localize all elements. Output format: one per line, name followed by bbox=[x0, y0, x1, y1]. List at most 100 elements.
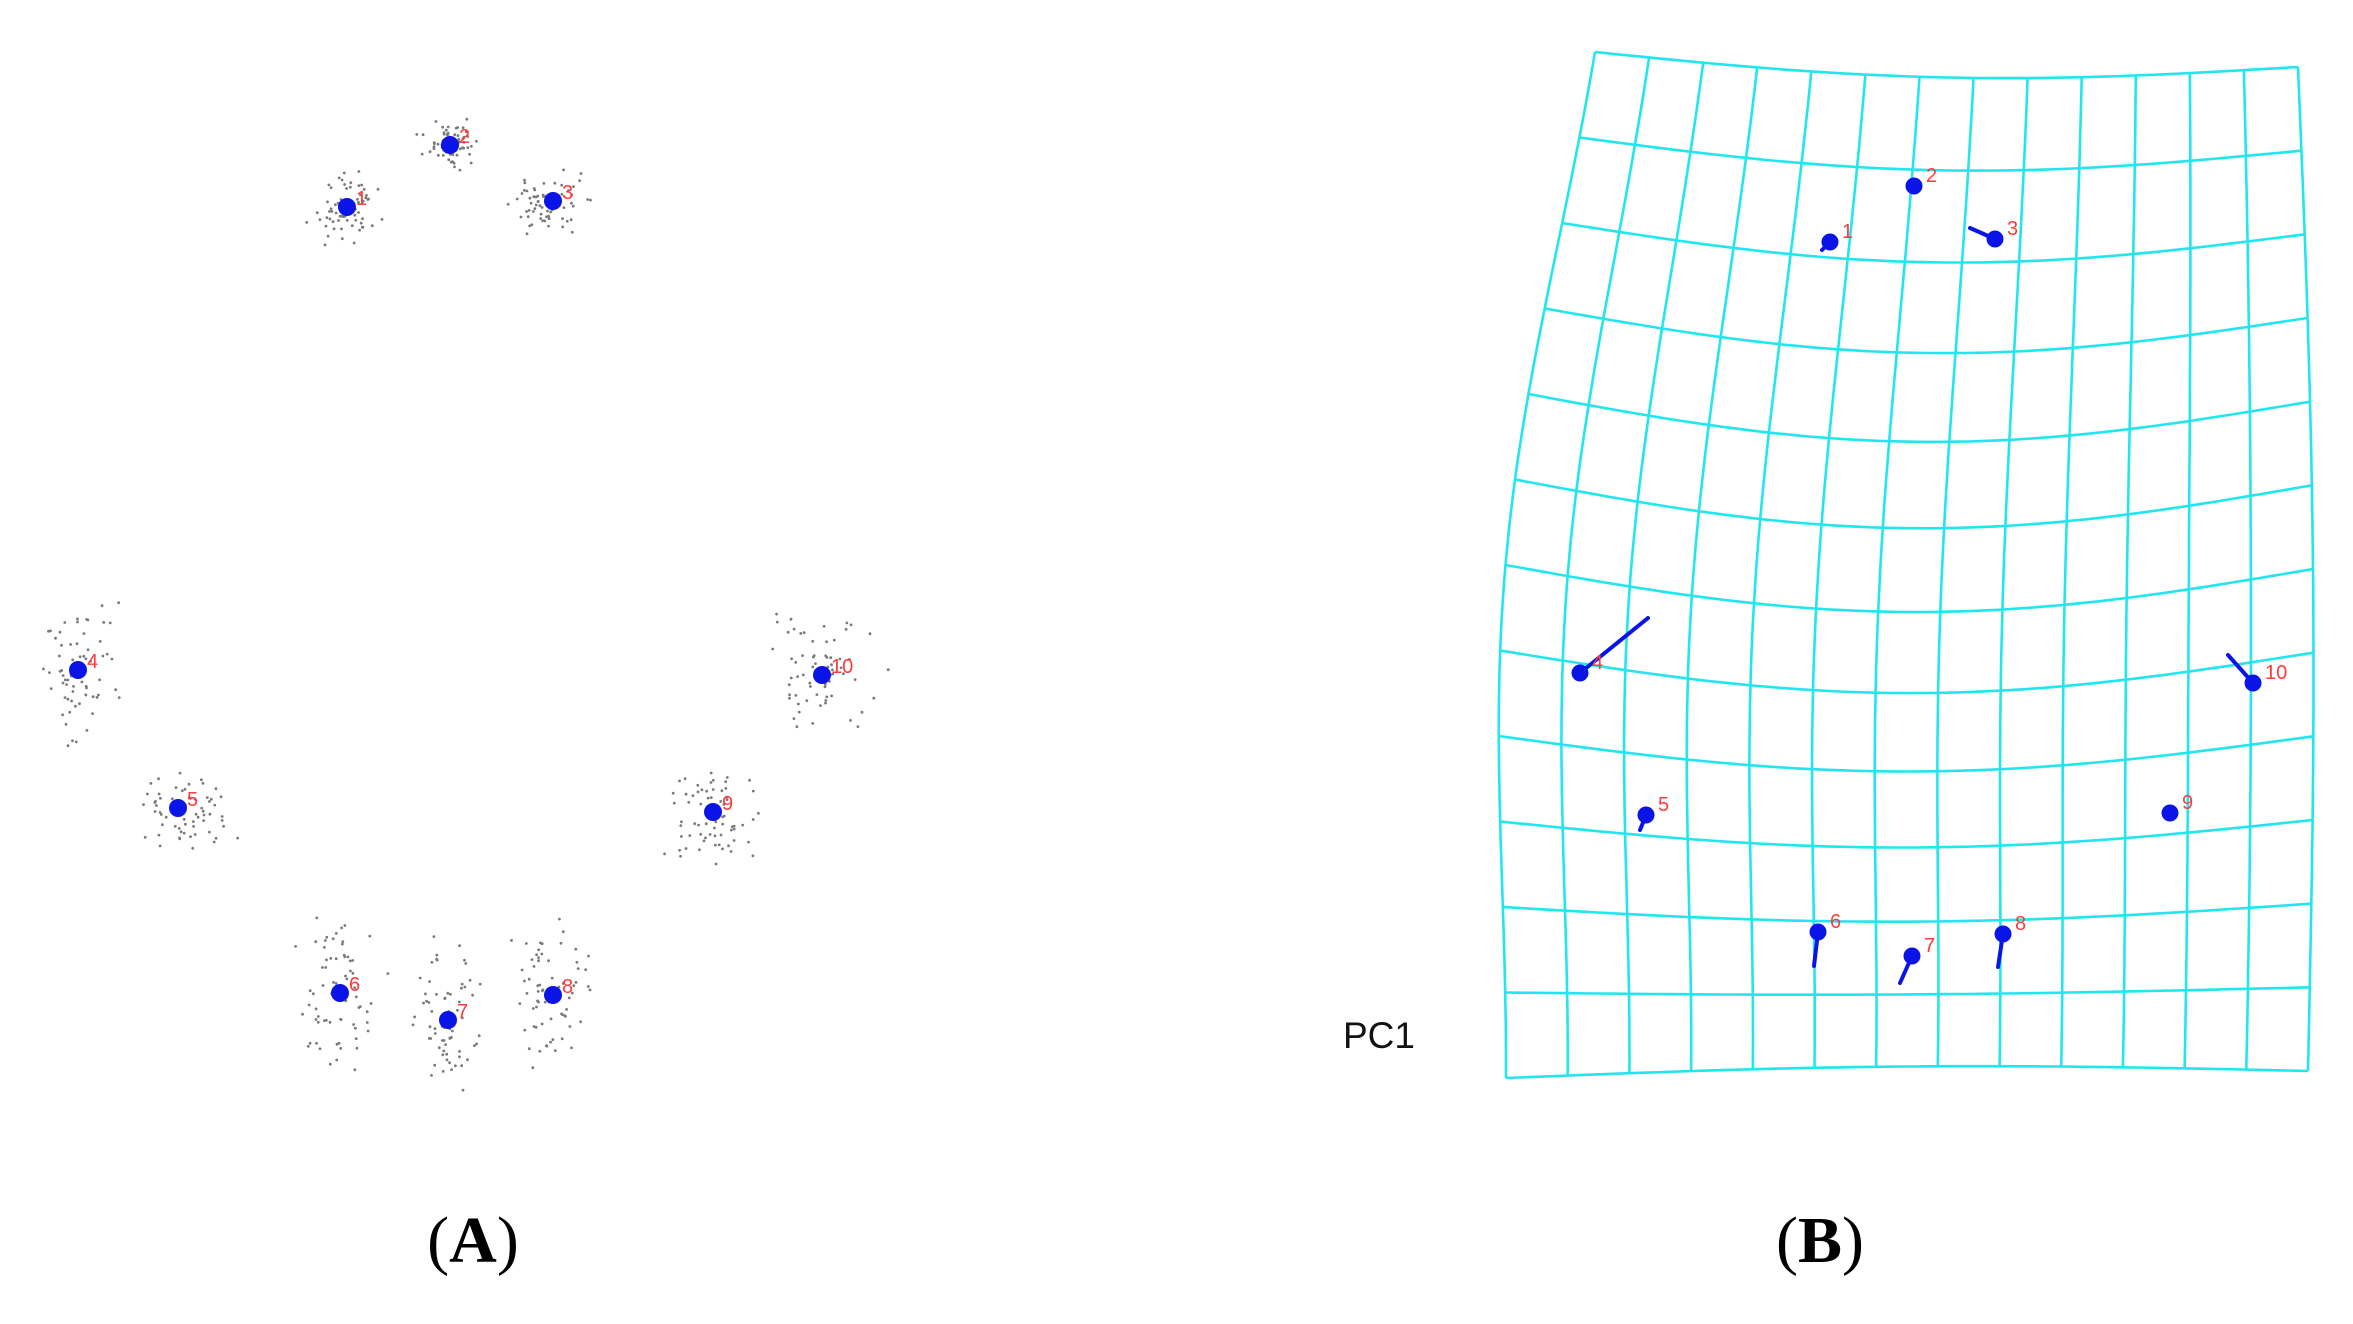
scatter-point bbox=[570, 193, 574, 197]
landmark-dot bbox=[1986, 230, 2004, 248]
scatter-point bbox=[61, 681, 65, 685]
scatter-point bbox=[519, 215, 523, 219]
scatter-point bbox=[551, 1038, 555, 1041]
scatter-point bbox=[458, 1055, 461, 1059]
scatter-point bbox=[348, 959, 352, 963]
scatter-point bbox=[196, 815, 200, 819]
scatter-point bbox=[560, 1037, 564, 1041]
scatter-point bbox=[464, 130, 468, 134]
scatter-point bbox=[757, 811, 760, 815]
landmark-label: 2 bbox=[1926, 165, 1937, 187]
scatter-point bbox=[65, 683, 68, 686]
scatter-point bbox=[54, 636, 57, 640]
scatter-point bbox=[537, 1000, 540, 1004]
scatter-point bbox=[539, 212, 543, 216]
grid-line-vertical bbox=[2059, 77, 2083, 1067]
landmark-label: 9 bbox=[722, 793, 733, 815]
scatter-point bbox=[704, 836, 707, 840]
scatter-point bbox=[326, 200, 329, 204]
scatter-point bbox=[678, 848, 681, 852]
landmark-label: 4 bbox=[87, 651, 98, 673]
scatter-point bbox=[325, 216, 329, 220]
scatter-point bbox=[824, 699, 828, 702]
grid-line-horizontal bbox=[1505, 1064, 2309, 1080]
scatter-point bbox=[724, 787, 728, 790]
scatter-point bbox=[547, 224, 550, 228]
scatter-point bbox=[789, 676, 793, 680]
scatter-point bbox=[110, 657, 114, 661]
scatter-point bbox=[47, 629, 50, 633]
grid-line-vertical bbox=[1748, 71, 1813, 1070]
scatter-point bbox=[334, 203, 337, 207]
scatter-point bbox=[325, 935, 329, 939]
scatter-point bbox=[526, 215, 530, 219]
scatter-point bbox=[314, 1007, 318, 1011]
scatter-point bbox=[796, 675, 799, 678]
scatter-point bbox=[101, 654, 105, 658]
scatter-point bbox=[348, 185, 352, 189]
scatter-point bbox=[458, 1050, 461, 1053]
scatter-point bbox=[794, 661, 798, 664]
scatter-point bbox=[337, 219, 340, 222]
scatter-point bbox=[829, 656, 833, 660]
scatter-point bbox=[446, 991, 450, 995]
scatter-point bbox=[143, 835, 147, 839]
grid-line-vertical bbox=[2121, 75, 2138, 1068]
scatter-point bbox=[824, 701, 827, 705]
landmark-label: 10 bbox=[2265, 662, 2287, 684]
scatter-point bbox=[443, 997, 447, 1000]
scatter-point bbox=[537, 959, 540, 963]
scatter-point bbox=[522, 189, 526, 192]
scatter-point bbox=[157, 833, 161, 837]
scatter-point bbox=[460, 1064, 464, 1068]
scatter-point bbox=[58, 630, 62, 634]
scatter-point bbox=[550, 976, 554, 980]
grid-line-vertical bbox=[1998, 78, 2029, 1067]
scatter-point bbox=[540, 952, 544, 956]
scatter-point bbox=[430, 960, 434, 964]
scatter-point bbox=[351, 959, 355, 962]
scatter-point bbox=[219, 795, 223, 799]
scatter-point bbox=[515, 197, 519, 201]
landmark-1: 1 bbox=[1820, 221, 1853, 252]
scatter-point bbox=[563, 1014, 566, 1017]
scatter-point bbox=[714, 820, 718, 824]
scatter-point bbox=[849, 719, 852, 722]
scatter-point bbox=[334, 211, 338, 215]
scatter-point bbox=[527, 209, 531, 212]
scatter-point bbox=[441, 1053, 445, 1057]
scatter-point bbox=[76, 617, 79, 621]
scatter-point bbox=[307, 1003, 311, 1007]
scatter-point bbox=[433, 1032, 437, 1035]
scatter-point bbox=[174, 786, 178, 789]
scatter-point bbox=[442, 1039, 446, 1042]
scatter-point bbox=[340, 227, 343, 231]
scatter-point bbox=[58, 654, 61, 658]
scatter-point bbox=[82, 632, 86, 635]
grid-line-horizontal bbox=[1528, 392, 2311, 444]
scatter-point bbox=[848, 658, 851, 661]
scatter-point bbox=[194, 812, 198, 816]
scatter-point bbox=[294, 945, 297, 948]
grid-line-horizontal bbox=[1505, 986, 2310, 996]
scatter-point bbox=[418, 976, 422, 980]
scatter-point bbox=[189, 797, 192, 800]
scatter-point bbox=[357, 170, 361, 173]
pc1-label: PC1 bbox=[1343, 1015, 1415, 1056]
scatter-point bbox=[201, 781, 205, 785]
landmark-8: 8 bbox=[544, 976, 573, 1004]
scatter-point bbox=[344, 974, 347, 978]
scatter-point bbox=[838, 657, 842, 661]
scatter-point bbox=[574, 981, 578, 984]
scatter-point bbox=[360, 225, 364, 229]
landmark-dot bbox=[439, 1011, 457, 1029]
scatter-point bbox=[316, 1020, 320, 1024]
scatter-point bbox=[518, 1002, 522, 1005]
scatter-point bbox=[553, 181, 557, 185]
scatter-point bbox=[366, 1029, 370, 1033]
scatter-point bbox=[179, 830, 183, 834]
scatter-point bbox=[214, 836, 218, 840]
scatter-point bbox=[458, 944, 461, 948]
scatter-point bbox=[323, 946, 326, 949]
scatter-point bbox=[68, 710, 72, 714]
